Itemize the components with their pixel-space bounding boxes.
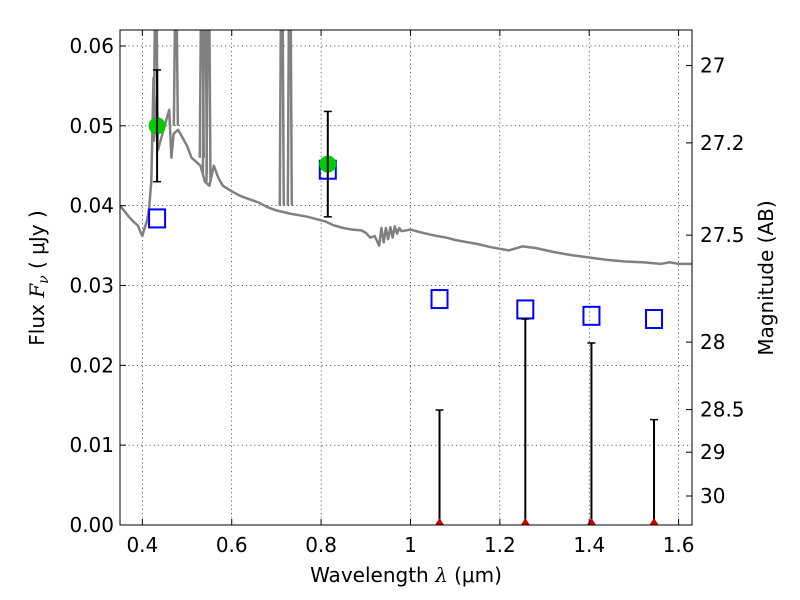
y-axis-title: Flux Fν ( μJy )	[25, 210, 52, 345]
model-spectrum-line	[120, 76, 692, 266]
plot-area	[120, 30, 692, 525]
plot-frame	[119, 29, 693, 526]
y2-tick-label: 27.2	[700, 131, 745, 155]
emission-line-spike	[286, 30, 294, 206]
model-photometry-square	[582, 305, 601, 326]
x-tick-label: 1.6	[663, 533, 695, 557]
x-tick-label: 0.4	[126, 533, 158, 557]
model-photometry-square	[430, 289, 449, 310]
emission-line-spike	[205, 30, 212, 182]
x-tick-label: 1.4	[573, 533, 605, 557]
emission-line-spike	[278, 30, 286, 206]
x-tick-label: 1.2	[484, 533, 516, 557]
y-tick-label: 0.00	[69, 513, 114, 537]
y-tick-label: 0.02	[69, 353, 114, 377]
y-tick-label: 0.06	[69, 34, 114, 58]
x-axis-title: Wavelength λ (μm)	[310, 563, 502, 587]
y2-tick-label: 29	[700, 440, 725, 464]
y-tick-label: 0.04	[69, 194, 114, 218]
y-tick-label: 0.03	[69, 273, 114, 297]
ticks: 0.4 0.6 0.8 1 1.2 1.4 1.6 0.00 0.01 0.02 0.03 0.04 0…	[69, 30, 745, 557]
y-tick-label: 0.05	[69, 114, 114, 138]
upper-limit-marker	[434, 518, 445, 525]
x-tick-label: 1	[404, 533, 417, 557]
y2-tick-label: 28.5	[700, 398, 745, 422]
y2-tick-label: 30	[700, 484, 725, 508]
upper-limit-marker	[520, 518, 530, 525]
emission-line-spike	[172, 30, 180, 126]
y2-axis-title: Magnitude (AB)	[754, 200, 778, 355]
model-photometry-square	[645, 309, 664, 330]
model-photometry-square	[148, 208, 167, 229]
y-tick-label: 0.01	[69, 433, 114, 457]
y2-tick-label: 28	[700, 330, 725, 354]
upper-limit-marker	[649, 518, 659, 525]
x-tick-label: 0.8	[305, 533, 337, 557]
y2-tick-label: 27	[700, 54, 725, 78]
x-tick-label: 0.6	[216, 533, 248, 557]
y2-tick-label: 27.5	[700, 223, 745, 247]
